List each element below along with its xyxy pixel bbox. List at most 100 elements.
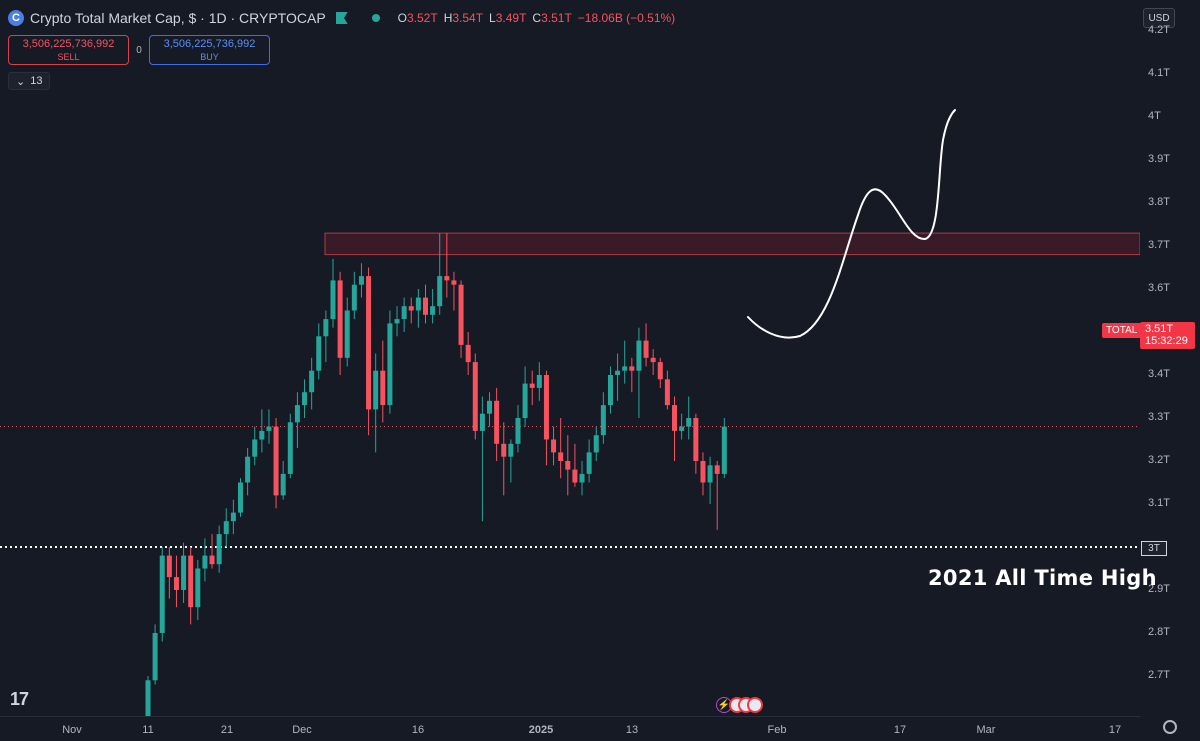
candle-body [202,555,208,569]
candle-body [657,362,663,380]
settings-gear-icon[interactable] [1163,720,1177,734]
candle-body [721,426,727,474]
ohlc-open-value: 3.52T [407,11,438,25]
candle-body [166,555,172,578]
price-tick: 3.8T [1148,196,1171,208]
candle-body [380,370,386,406]
candle-body [195,568,201,608]
symbol-header[interactable]: C Crypto Total Market Cap, $ · 1D · CRYP… [8,8,675,28]
price-tick: 4.2T [1148,24,1171,36]
candle-body [714,465,720,474]
candle-body [444,276,450,281]
candle-body [302,392,308,406]
tradingview-logo-icon[interactable]: 17 [10,689,29,709]
price-tick: 3.6T [1148,282,1171,294]
candle-body [707,465,713,483]
candle-body [572,469,578,483]
time-tick: 2025 [528,724,554,736]
candle-body [593,435,599,453]
symbol-price-tag: TOTAL [1102,323,1142,338]
candle-body [522,383,528,418]
candle-body [152,633,158,681]
ohlc-close-key: C [532,11,542,25]
candle-body [615,370,621,375]
time-tick: 13 [625,724,639,736]
candle-body [173,577,179,590]
ohlc-values: O3.52T H3.54T L3.49T C3.51T [398,11,572,25]
indicators-toggle-button[interactable]: ⌄ 13 [8,72,51,90]
cryptocap-logo-icon: C [8,10,24,26]
candle-body [565,461,571,470]
buy-button[interactable]: 3,506,225,736,992 BUY [149,35,270,65]
time-tick: Nov [62,724,82,736]
candle-body [479,413,485,431]
candle-body [664,379,670,406]
candlestick-chart[interactable] [0,0,1140,716]
time-tick: Dec [292,724,312,736]
us-flag-icon[interactable] [747,697,763,713]
price-change: −18.06B (−0.51%) [577,11,676,25]
candle-body [252,439,258,457]
buy-price: 3,506,225,736,992 [163,38,256,50]
candle-body [430,306,436,315]
candle-body [693,418,699,461]
price-axis[interactable]: 4.2T4.1T4T3.9T3.8T3.7T3.6T3.5T3.4T3.3T3.… [1140,0,1200,716]
sell-price: 3,506,225,736,992 [22,38,115,50]
candle-body [181,555,187,590]
candle-body [494,400,500,444]
candle-body [415,297,421,311]
economic-events[interactable]: ⚡ [716,697,763,713]
time-axis[interactable]: Nov 11 21 Dec 16 2025 13 Feb 17 Mar 17 [0,716,1140,741]
candle-body [422,297,428,315]
candle-body [458,284,464,345]
trade-panel: 3,506,225,736,992 SELL 0 3,506,225,736,9… [8,35,270,65]
candle-body [294,405,300,423]
candle-body [159,555,165,633]
candle-body [344,310,350,358]
candle-body [245,456,251,483]
ohlc-open-key: O [397,11,407,25]
currency-selector[interactable]: USD [1143,8,1175,28]
candle-body [323,319,329,337]
price-tick: 2.9T [1148,583,1171,595]
candle-body [515,418,521,444]
price-tick: 4.1T [1148,67,1171,79]
candle-body [330,280,336,320]
buy-label: BUY [200,52,219,62]
candle-body [451,280,457,285]
candle-body [551,439,557,453]
time-tick: 17 [893,724,907,736]
time-tick: 11 [142,724,154,736]
candle-body [629,366,635,371]
candle-body [600,405,606,436]
candle-body [558,452,564,461]
candle-body [387,323,393,406]
candle-body [266,426,272,431]
candle-body [230,512,236,522]
candle-body [700,461,706,483]
candle-body [607,375,613,406]
candle-body [579,473,585,483]
price-tick: 2.7T [1148,669,1171,681]
candle-body [643,340,649,358]
last-price-tag: 3.51T 15:32:29 [1140,322,1195,349]
candle-body [287,422,293,474]
candle-body [188,555,194,608]
candle-body [373,370,379,410]
candle-body [237,482,243,513]
sell-button[interactable]: 3,506,225,736,992 SELL [8,35,129,65]
flag-icon[interactable] [335,12,348,24]
candle-body [679,426,685,431]
candle-body [650,357,656,363]
ohlc-high-key: H [443,11,453,25]
time-tick: Feb [767,724,787,736]
candle-body [223,521,229,535]
symbol-title[interactable]: Crypto Total Market Cap, $ · 1D · CRYPTO… [30,10,326,26]
price-tick: 4T [1148,110,1161,122]
bar-countdown: 15:32:29 [1145,335,1188,347]
ohlc-high-value: 3.54T [452,11,484,25]
candle-body [672,405,678,431]
candle-body [501,443,507,457]
price-tick: 3.4T [1148,368,1171,380]
